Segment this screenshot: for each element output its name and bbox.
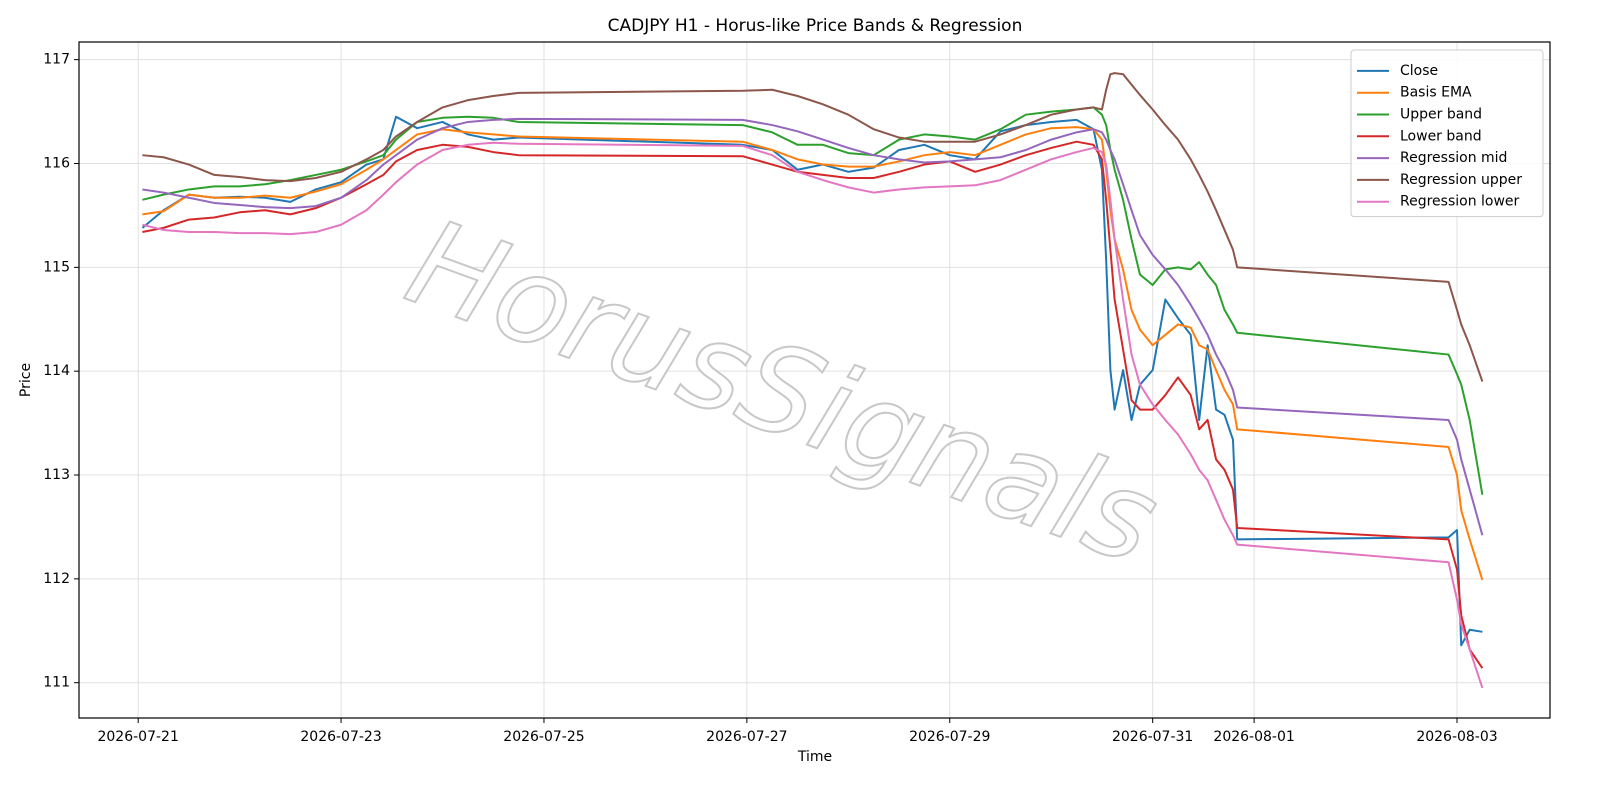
- x-tick-label: 2026-07-23: [300, 729, 381, 745]
- y-tick-label: 112: [43, 571, 70, 587]
- legend-label: Upper band: [1400, 107, 1482, 123]
- series-line: [142, 117, 1484, 536]
- x-tick-label: 2026-07-31: [1112, 729, 1193, 745]
- legend-label: Regression lower: [1400, 194, 1520, 210]
- x-axis-label: Time: [797, 749, 832, 765]
- legend-label: Regression upper: [1400, 172, 1522, 188]
- y-tick-label: 117: [43, 52, 70, 68]
- series-line: [142, 72, 1484, 382]
- legend-label: Lower band: [1400, 128, 1482, 144]
- legend-label: Basis EMA: [1400, 85, 1472, 101]
- legend-box: [1350, 49, 1544, 218]
- series-line: [142, 126, 1484, 581]
- series-line: [141, 115, 1483, 647]
- legend-label: Regression mid: [1400, 150, 1507, 166]
- x-tick-label: 2026-08-01: [1213, 729, 1294, 745]
- x-tick-label: 2026-07-21: [97, 729, 178, 745]
- series-line: [142, 141, 1484, 689]
- chart-title: CADJPY H1 - Horus-like Price Bands & Reg…: [608, 16, 1023, 36]
- y-tick-label: 111: [43, 675, 70, 691]
- y-tick-label: 114: [43, 363, 70, 379]
- y-tick-label: 116: [43, 155, 70, 171]
- x-tick-label: 2026-07-25: [503, 729, 584, 745]
- y-tick-label: 113: [43, 467, 70, 483]
- legend: Close Basis EMA Upper band Lower band Regres…: [1350, 49, 1544, 218]
- x-tick-label: 2026-07-29: [909, 729, 990, 745]
- grid: [79, 42, 1550, 718]
- plot-area: [141, 72, 1484, 689]
- y-tick-label: 115: [43, 259, 70, 275]
- series-line: [142, 106, 1484, 495]
- axes-frame: [78, 41, 1551, 719]
- legend-label: Close: [1400, 63, 1438, 79]
- series-line: [142, 140, 1484, 669]
- y-axis-label: Price: [18, 363, 34, 397]
- x-tick-label: 2026-08-03: [1416, 729, 1497, 745]
- x-tick-label: 2026-07-27: [706, 729, 787, 745]
